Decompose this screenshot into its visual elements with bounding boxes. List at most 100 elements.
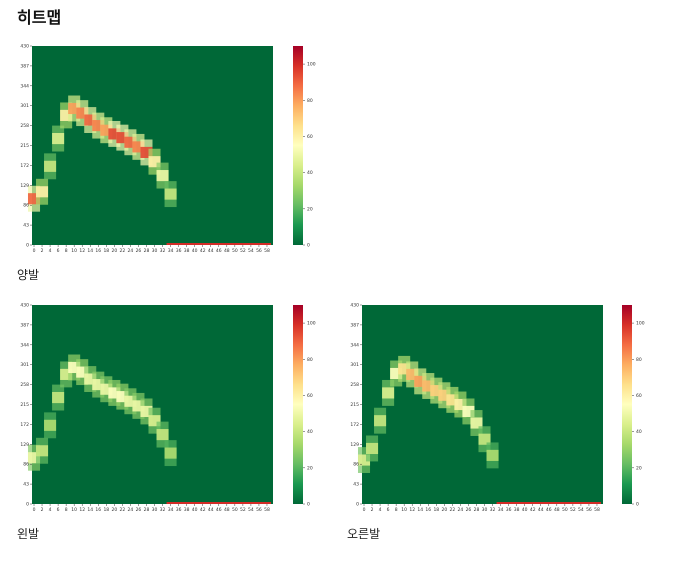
heatmap-background — [362, 305, 603, 504]
colorbar-tick-label: 80 — [307, 98, 313, 104]
x-tick-label: 26 — [466, 507, 472, 513]
heatmap-cell — [76, 107, 89, 119]
x-tick-label: 48 — [554, 507, 560, 513]
heatmap-cell — [27, 452, 41, 464]
x-tick-label: 38 — [514, 507, 520, 513]
x-tick-label: 32 — [160, 248, 166, 254]
y-tick-label: 387 — [20, 63, 29, 69]
heatmap-cell — [470, 417, 483, 429]
colorbar-tick-label: 100 — [307, 321, 316, 327]
x-tick-label: 6 — [57, 507, 60, 513]
heatmap-cell — [374, 415, 387, 427]
heatmap-cell — [430, 385, 443, 397]
x-tick-label: 10 — [71, 248, 77, 254]
y-tick-label: 215 — [350, 402, 359, 408]
heatmap-cell — [36, 186, 49, 198]
heatmap-caption: 양발 — [17, 268, 39, 282]
heatmap-cell — [164, 188, 177, 200]
x-tick-label: 46 — [216, 507, 222, 513]
heatmap-cell — [462, 405, 475, 417]
y-tick-label: 344 — [20, 342, 29, 348]
x-tick-label: 52 — [570, 507, 576, 513]
heatmap-cell — [422, 380, 435, 392]
x-tick-label: 6 — [387, 507, 390, 513]
y-tick-label: 172 — [350, 422, 359, 428]
colorbar-tick-label: 60 — [636, 393, 642, 399]
x-tick-label: 24 — [128, 248, 134, 254]
y-tick-label: 344 — [20, 83, 29, 89]
x-tick-label: 38 — [184, 507, 190, 513]
x-tick-label: 26 — [136, 248, 142, 254]
x-tick-label: 20 — [441, 507, 447, 513]
y-tick-label: 172 — [20, 422, 29, 428]
heatmap-cell — [390, 367, 403, 380]
x-tick-label: 28 — [144, 507, 150, 513]
heatmap-cell — [486, 449, 499, 461]
bottom-row — [166, 502, 271, 504]
x-tick-label: 36 — [506, 507, 512, 513]
heatmap-cell — [76, 366, 89, 378]
y-tick-label: 129 — [20, 442, 29, 448]
heatmap-cell — [478, 433, 491, 445]
heatmap-cell — [100, 124, 113, 136]
x-tick-label: 46 — [546, 507, 552, 513]
x-tick-label: 4 — [49, 507, 52, 513]
heatmap-cell — [84, 373, 97, 385]
heatmap-cell — [108, 387, 121, 399]
x-tick-label: 22 — [120, 507, 126, 513]
x-tick-label: 16 — [95, 248, 101, 254]
colorbar-tick-label: 80 — [307, 357, 313, 363]
x-tick-label: 58 — [594, 507, 600, 513]
y-tick-label: 0 — [26, 243, 29, 249]
x-tick-label: 30 — [152, 507, 158, 513]
x-tick-label: 28 — [474, 507, 480, 513]
colorbar — [293, 305, 303, 504]
x-tick-label: 34 — [498, 507, 504, 513]
heatmap-cell — [36, 445, 49, 457]
x-tick-label: 2 — [371, 507, 374, 513]
x-tick-label: 46 — [216, 248, 222, 254]
y-tick-label: 43 — [23, 482, 29, 488]
x-tick-label: 12 — [79, 507, 85, 513]
x-tick-label: 6 — [57, 248, 60, 254]
heatmap-cell — [124, 395, 137, 407]
x-tick-label: 50 — [562, 507, 568, 513]
bottom-row — [166, 243, 271, 245]
heatmap-cell — [100, 383, 113, 395]
heatmap-cell — [132, 141, 145, 153]
colorbar-tick-label: 100 — [307, 62, 316, 68]
x-tick-label: 50 — [232, 507, 238, 513]
y-tick-label: 301 — [350, 362, 359, 368]
heatmap-cell — [398, 363, 411, 375]
x-tick-label: 44 — [208, 507, 214, 513]
heatmap-cell — [124, 136, 137, 148]
x-tick-label: 56 — [256, 507, 262, 513]
x-tick-label: 48 — [224, 248, 230, 254]
x-tick-label: 48 — [224, 507, 230, 513]
y-tick-label: 43 — [353, 482, 359, 488]
x-tick-label: 4 — [379, 507, 382, 513]
heatmap-caption: 오른발 — [347, 527, 380, 541]
heatmap-cell — [446, 394, 459, 406]
heatmap-cells — [27, 95, 271, 245]
heatmap-cell — [84, 114, 97, 126]
x-tick-label: 52 — [240, 248, 246, 254]
heatmap-cell — [60, 109, 73, 121]
colorbar — [622, 305, 632, 504]
y-tick-label: 430 — [20, 303, 29, 309]
colorbar-tick-label: 60 — [307, 393, 313, 399]
y-tick-label: 86 — [353, 462, 359, 468]
x-tick-label: 20 — [111, 507, 117, 513]
x-tick-label: 10 — [71, 507, 77, 513]
bottom-row — [496, 502, 601, 504]
x-tick-label: 58 — [264, 507, 270, 513]
x-tick-label: 44 — [538, 507, 544, 513]
x-tick-label: 8 — [65, 507, 68, 513]
x-tick-label: 22 — [120, 248, 126, 254]
heatmap-cell — [366, 442, 379, 455]
heatmap-cells — [357, 355, 601, 504]
x-tick-label: 32 — [160, 507, 166, 513]
